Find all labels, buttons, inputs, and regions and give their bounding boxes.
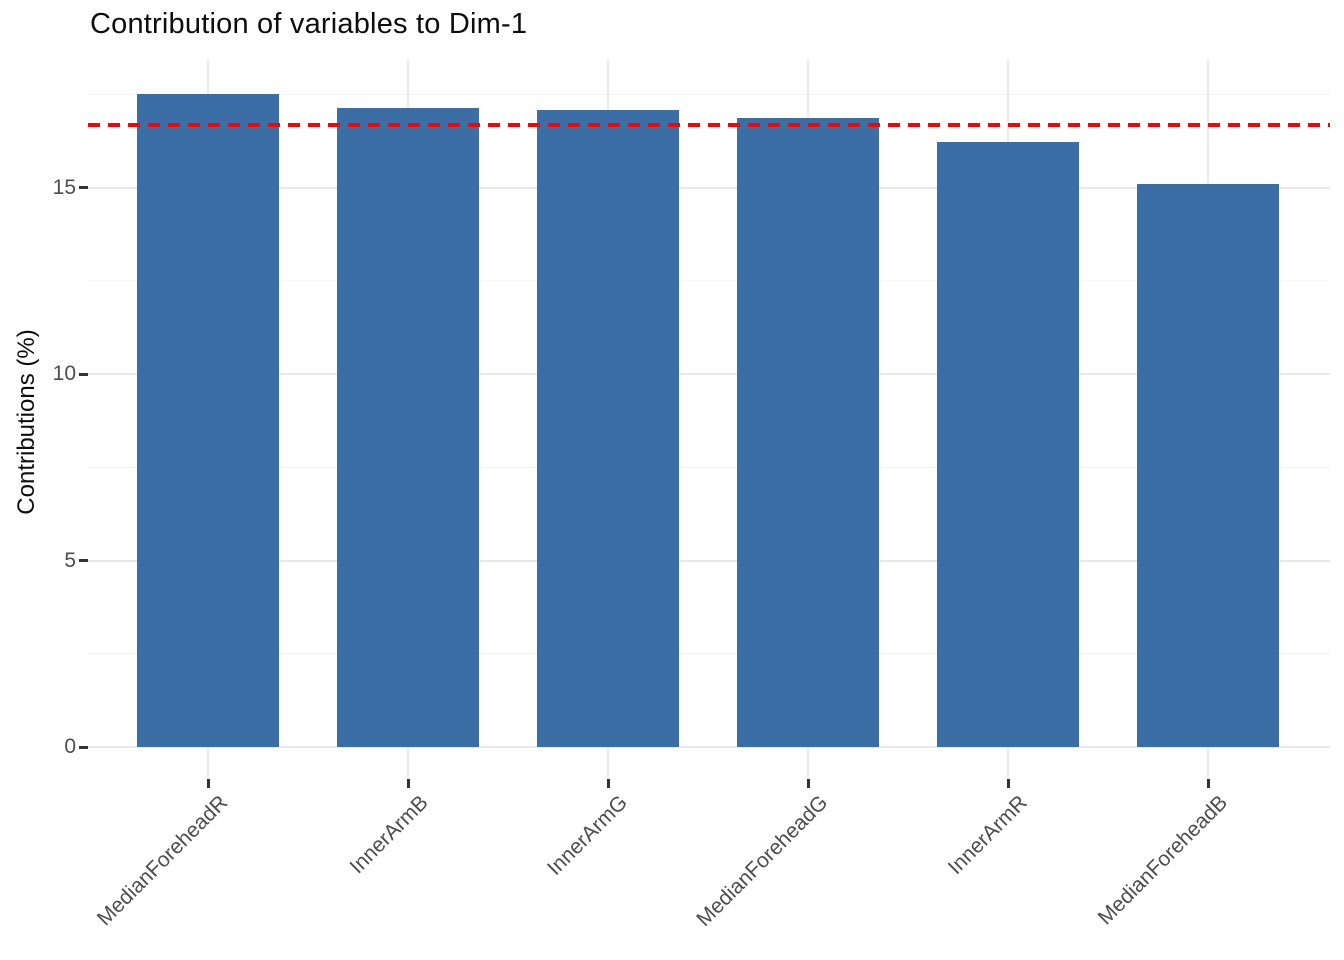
reference-line	[88, 123, 1330, 128]
bar	[1137, 184, 1279, 747]
gridline-horizontal-major	[88, 373, 1330, 375]
gridline-horizontal-minor	[88, 466, 1330, 468]
y-tick-label: 15	[52, 175, 76, 199]
gridline-horizontal-major	[88, 746, 1330, 748]
bar	[337, 108, 479, 747]
y-axis-tick-mark	[79, 559, 88, 562]
y-axis-tick-mark	[79, 745, 88, 749]
x-axis-tick-mark	[806, 779, 810, 788]
bar	[537, 110, 679, 747]
gridline-horizontal-minor	[88, 653, 1330, 655]
x-tick-label: MedianForeheadG	[692, 791, 833, 932]
x-axis-tick-mark	[606, 779, 610, 788]
y-axis-tick-mark	[79, 372, 88, 376]
chart-title: Contribution of variables to Dim-1	[90, 8, 528, 40]
y-axis-tick-mark	[79, 186, 88, 189]
x-axis-tick-mark	[1006, 779, 1010, 788]
x-axis-tick-mark	[206, 779, 210, 788]
gridline-horizontal-major	[88, 186, 1330, 189]
y-tick-label: 10	[52, 362, 76, 385]
x-tick-label: InnerArmR	[944, 791, 1033, 880]
x-axis-tick-mark	[1206, 779, 1210, 788]
bar	[737, 118, 879, 747]
x-axis-tick-mark	[406, 779, 410, 788]
bar	[137, 94, 279, 747]
x-tick-label: InnerArmB	[345, 791, 433, 879]
y-tick-label: 5	[64, 548, 76, 572]
bar	[937, 142, 1079, 747]
x-tick-label: InnerArmG	[543, 791, 633, 880]
y-tick-label: 0	[64, 735, 76, 758]
gridline-horizontal-major	[88, 559, 1330, 562]
gridline-horizontal-minor	[88, 280, 1330, 282]
gridline-horizontal-minor	[88, 93, 1330, 95]
x-tick-label: MedianForeheadB	[1093, 791, 1233, 930]
x-tick-label: MedianForeheadR	[93, 791, 233, 931]
